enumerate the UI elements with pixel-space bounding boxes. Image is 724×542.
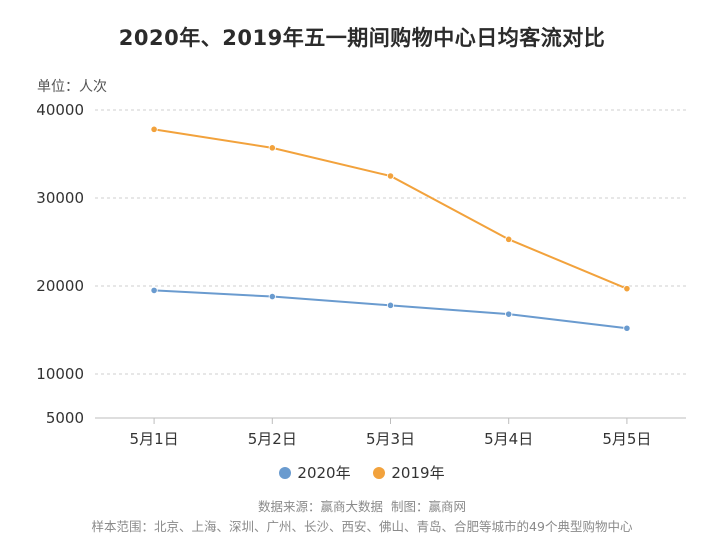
data-point (268, 144, 276, 152)
data-point (623, 285, 631, 293)
data-point (623, 324, 631, 332)
y-tick-label: 30000 (36, 189, 84, 207)
y-tick-label: 20000 (36, 277, 84, 295)
legend-label-2019: 2019年 (391, 464, 445, 482)
series-line-0 (154, 289, 628, 330)
line-chart: 5000 10000 20000 30000 40000 5月1日 5月2日 5月3日 5月4… (36, 101, 686, 448)
legend: 2020年 2019年 (0, 462, 724, 483)
x-tick-label: 5月1日 (130, 430, 179, 448)
x-tick-label: 5月4日 (484, 430, 533, 448)
y-tick-label: 10000 (36, 365, 84, 383)
y-axis: 5000 10000 20000 30000 40000 (36, 101, 84, 427)
y-tick-label: 40000 (36, 101, 84, 119)
legend-marker-2019 (373, 466, 386, 479)
grid-lines (95, 109, 686, 375)
data-point (386, 172, 395, 180)
x-tick-label: 5月5日 (602, 430, 651, 448)
data-source: 数据来源：赢商大数据 (257, 499, 383, 514)
data-point (386, 301, 395, 309)
y-tick-label: 5000 (46, 409, 84, 427)
chart-credit: 制图：赢商网 (391, 499, 467, 514)
source-line: 数据来源：赢商大数据 制图：赢商网 (0, 496, 724, 515)
legend-item-2020[interactable]: 2020年 (279, 462, 351, 483)
chart-title: 2020年、2019年五一期间购物中心日均客流对比 (118, 26, 606, 50)
series-group (150, 125, 631, 332)
data-point (505, 310, 513, 318)
unit-label: 单位：人次 (37, 79, 107, 95)
legend-marker-2020 (279, 466, 292, 479)
data-point (268, 292, 276, 301)
legend-item-2019[interactable]: 2019年 (373, 462, 445, 483)
data-point (505, 235, 513, 243)
x-axis: 5月1日 5月2日 5月3日 5月4日 5月5日 (95, 417, 686, 448)
data-point (150, 125, 158, 133)
data-point (150, 286, 158, 294)
legend-label-2020: 2020年 (297, 464, 351, 482)
series-line-1 (153, 128, 628, 290)
x-tick-label: 5月3日 (366, 430, 415, 448)
sample-range: 样本范围：北京、上海、深圳、广州、长沙、西安、佛山、青岛、合肥等城市的49个典型… (91, 519, 633, 534)
x-tick-label: 5月2日 (248, 430, 297, 448)
